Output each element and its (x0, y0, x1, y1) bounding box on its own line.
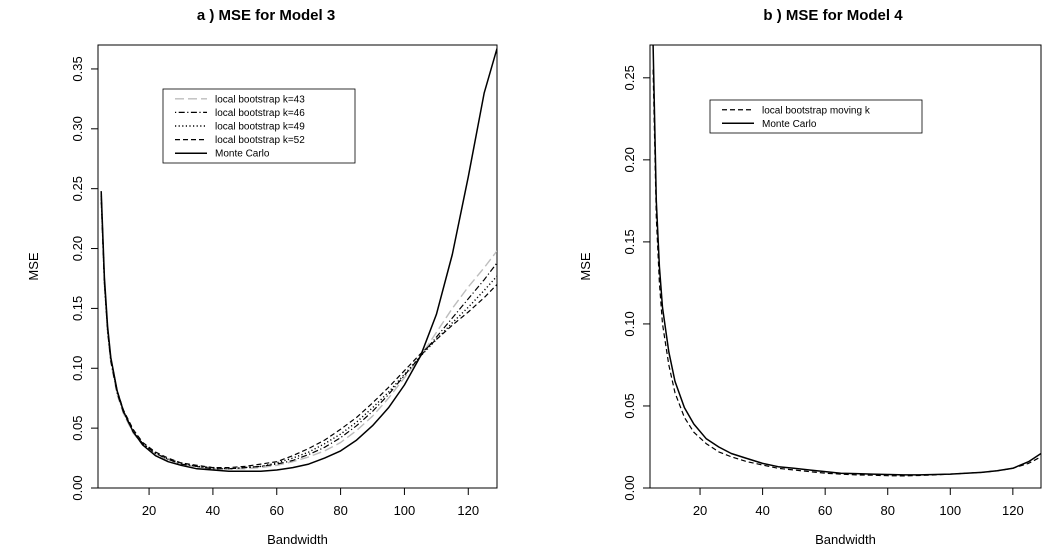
y-tick-label: 0.10 (622, 311, 637, 336)
y-tick-label: 0.20 (70, 236, 85, 261)
series-line-3 (100, 195, 497, 470)
y-tick-label: 0.15 (622, 229, 637, 254)
chart-title: b ) MSE for Model 4 (763, 7, 903, 24)
x-tick-label: 100 (939, 503, 961, 518)
x-tick-label: 120 (1002, 503, 1024, 518)
x-tick-label: 20 (693, 503, 707, 518)
x-tick-label: 40 (755, 503, 769, 518)
series-line-2 (100, 198, 497, 470)
legend-label: local bootstrap k=43 (215, 94, 305, 105)
y-axis-label: MSE (26, 252, 41, 281)
legend-label: local bootstrap k=49 (215, 122, 305, 133)
x-tick-label: 20 (142, 503, 156, 518)
series-line-5 (100, 48, 497, 472)
y-tick-label: 0.30 (70, 116, 85, 141)
x-axis-label: Bandwidth (267, 532, 328, 547)
series-line-2 (652, 45, 1041, 476)
series-line-4 (100, 193, 497, 469)
y-tick-label: 0.05 (622, 393, 637, 418)
x-tick-label: 80 (333, 503, 347, 518)
y-tick-label: 0.25 (70, 176, 85, 201)
x-tick-label: 40 (206, 503, 220, 518)
legend-label: Monte Carlo (762, 119, 817, 130)
y-tick-label: 0.00 (622, 475, 637, 500)
legend-label: local bootstrap moving k (762, 105, 871, 116)
x-tick-label: 60 (270, 503, 284, 518)
y-axis-label: MSE (578, 252, 593, 281)
legend-label: Monte Carlo (215, 149, 270, 160)
series-group (652, 45, 1041, 477)
legend: local bootstrap moving k Monte Carlo (709, 99, 923, 134)
legend-box (709, 99, 923, 134)
plot-frame (97, 44, 498, 489)
chart-title: a ) MSE for Model 3 (197, 7, 335, 24)
plot-frame (649, 44, 1042, 489)
y-tick-label: 0.10 (70, 356, 85, 381)
legend-label: local bootstrap k=46 (215, 108, 305, 119)
y-tick-label: 0.25 (622, 65, 637, 90)
x-axis-label: Bandwidth (815, 532, 876, 547)
x-tick-label: 60 (818, 503, 832, 518)
legend: local bootstrap k=43 local bootstrap k=46… (162, 88, 356, 164)
x-tick-label: 100 (394, 503, 416, 518)
series-group (100, 48, 497, 472)
chart-panel-2: b ) MSE for Model 4 20 40 60 80 100 120 0.00 0.0… (578, 7, 1042, 547)
x-tick-label: 120 (457, 503, 479, 518)
y-tick-label: 0.20 (622, 147, 637, 172)
y-tick-label: 0.35 (70, 56, 85, 81)
y-tick-label: 0.05 (70, 415, 85, 440)
legend-box (162, 88, 356, 164)
chart-panel-1: a ) MSE for Model 3 20 40 60 80 100 120 0.00 0.0… (26, 7, 498, 547)
y-tick-label: 0.15 (70, 296, 85, 321)
y-tick-label: 0.00 (70, 475, 85, 500)
legend-label: local bootstrap k=52 (215, 135, 305, 146)
x-tick-label: 80 (880, 503, 894, 518)
